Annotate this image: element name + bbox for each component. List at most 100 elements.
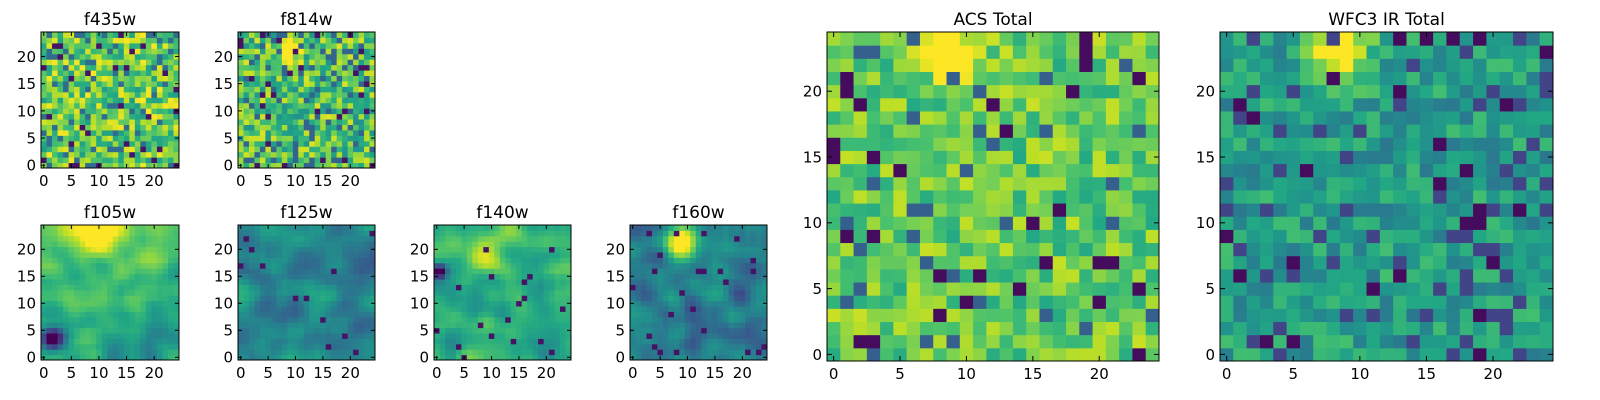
heatmap-cell — [756, 262, 763, 269]
heatmap-cell — [959, 216, 974, 230]
heatmap-cell — [156, 333, 163, 339]
heatmap-cell — [101, 279, 108, 285]
heatmap-cell — [129, 113, 136, 120]
heatmap-cell — [706, 333, 713, 339]
heatmap-cell — [684, 289, 691, 296]
heatmap-cell — [1066, 150, 1080, 165]
heatmap-cell — [1339, 321, 1354, 336]
heatmap-cell — [156, 48, 163, 55]
heatmap-cell — [499, 246, 506, 253]
heatmap-cell — [129, 316, 136, 323]
heatmap-cell — [238, 146, 244, 153]
heatmap-cell — [112, 257, 119, 264]
heatmap-cell — [156, 75, 163, 82]
heatmap-cell — [156, 86, 163, 93]
heatmap-cell — [347, 59, 354, 66]
heatmap-cell — [52, 311, 59, 318]
heatmap-cell — [527, 262, 534, 269]
heatmap-cell — [162, 75, 169, 82]
heatmap-cell — [1039, 32, 1054, 46]
heatmap-cell — [90, 230, 97, 237]
heatmap-cell — [472, 279, 479, 285]
heatmap-cell — [281, 338, 288, 345]
heatmap-cell — [756, 289, 763, 296]
heatmap-cell — [717, 246, 724, 253]
heatmap-cell — [761, 262, 768, 269]
heatmap-cell — [134, 108, 141, 115]
heatmap-cell — [999, 110, 1014, 125]
heatmap-cell — [1326, 321, 1341, 336]
heatmap-cell — [145, 86, 152, 93]
heatmap-cell — [364, 97, 371, 104]
heatmap-cell — [265, 257, 272, 264]
heatmap-cell — [999, 150, 1014, 165]
heatmap-cell — [640, 333, 647, 339]
heatmap-cell — [893, 71, 908, 86]
heatmap-cell — [1145, 97, 1160, 112]
heatmap-cell — [101, 262, 108, 269]
x-tick-label: 0 — [236, 364, 246, 382]
heatmap-cell — [96, 42, 103, 49]
heatmap-cell — [243, 235, 250, 242]
heatmap-cell — [243, 53, 250, 60]
heatmap-cell — [358, 322, 365, 329]
heatmap-cell — [134, 322, 141, 329]
heatmap-cell — [516, 257, 523, 264]
heatmap-cell — [303, 246, 310, 253]
heatmap-cell — [646, 225, 653, 231]
heatmap-cell — [85, 129, 92, 136]
heatmap-cell — [494, 235, 501, 242]
heatmap-cell — [287, 129, 294, 136]
heatmap-cell — [314, 322, 321, 329]
heatmap-cell — [314, 157, 321, 164]
heatmap-cell — [554, 311, 561, 318]
heatmap-cell — [510, 235, 517, 242]
heatmap-cell — [265, 108, 272, 115]
heatmap-cell — [662, 241, 669, 248]
x-tick-label: 5 — [67, 364, 77, 382]
heatmap-cell — [303, 32, 310, 38]
heatmap-cell — [483, 262, 490, 269]
heatmap-cell — [1066, 334, 1080, 349]
heatmap-cell — [309, 146, 316, 153]
heatmap-cell — [1513, 163, 1527, 178]
heatmap-cell — [353, 349, 360, 356]
heatmap-cell — [494, 252, 501, 258]
heatmap-cell — [439, 279, 446, 285]
heatmap-cell — [331, 235, 338, 242]
heatmap-cell — [434, 349, 440, 356]
heatmap-cell — [565, 311, 572, 318]
heatmap-cell — [906, 216, 921, 230]
heatmap-cell — [706, 273, 713, 280]
heatmap-cell — [309, 316, 316, 323]
heatmap-cell — [85, 37, 92, 44]
heatmap-cell — [68, 135, 75, 142]
heatmap-cell — [248, 284, 255, 291]
heatmap-cell — [248, 338, 255, 345]
heatmap-cell — [173, 349, 180, 356]
heatmap-cell — [123, 113, 130, 120]
heatmap-cell — [439, 268, 446, 275]
heatmap-cell — [712, 246, 719, 253]
heatmap-cell — [1366, 334, 1381, 349]
heatmap-cell — [695, 262, 702, 269]
heatmap-cell — [477, 349, 484, 356]
heatmap-cell — [510, 268, 517, 275]
heatmap-cell — [57, 75, 64, 82]
heatmap-cell — [364, 80, 371, 87]
heatmap-cell — [1286, 242, 1301, 257]
heatmap-cell — [281, 146, 288, 153]
heatmap-cell — [298, 354, 305, 361]
heatmap-cell — [662, 289, 669, 296]
heatmap-cell — [1393, 282, 1407, 296]
heatmap-cell — [959, 347, 974, 362]
heatmap-cell — [1539, 334, 1554, 349]
heatmap-cell — [248, 246, 255, 253]
heatmap-cell — [112, 86, 119, 93]
heatmap-cell — [156, 135, 163, 142]
heatmap-cell — [63, 135, 70, 142]
heatmap-cell — [701, 279, 708, 285]
heatmap-cell — [1132, 347, 1147, 362]
heatmap-cell — [369, 289, 376, 296]
heatmap-cell — [57, 300, 64, 307]
